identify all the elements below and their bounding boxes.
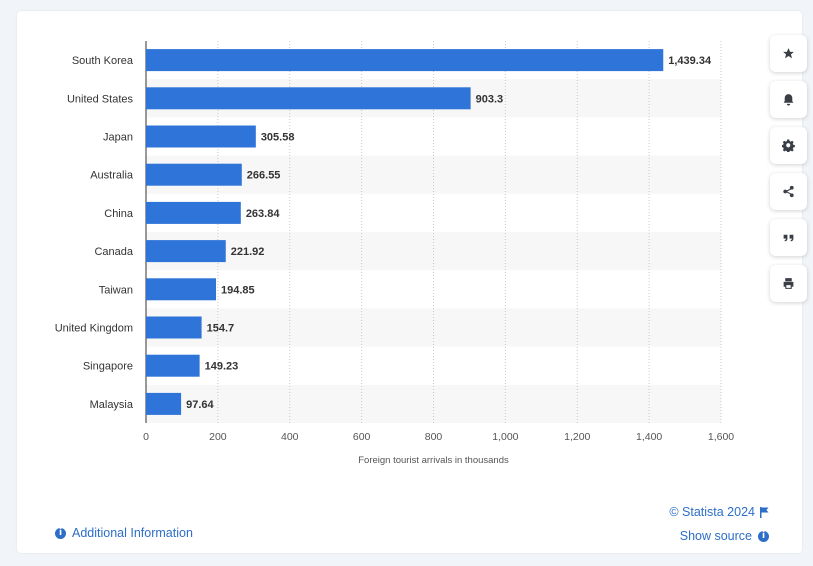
- x-tick-label: 1,400: [636, 431, 662, 443]
- notification-button[interactable]: [770, 81, 807, 118]
- value-label: 194.85: [221, 284, 255, 296]
- bar: [146, 278, 217, 301]
- quote-icon: [783, 234, 794, 242]
- category-label: Canada: [94, 246, 133, 258]
- show-source-link[interactable]: Show source i: [680, 529, 769, 543]
- x-tick-label: 800: [425, 431, 443, 443]
- bar-chart: 0 200 400 600 800 1,000 1,200 1,400 1,600 South K…: [55, 41, 734, 466]
- bar: [146, 354, 200, 377]
- category-label: United Kingdom: [55, 323, 133, 335]
- category-label: Japan: [103, 132, 133, 144]
- category-label: Taiwan: [99, 284, 133, 296]
- value-label: 221.92: [231, 246, 265, 258]
- show-source-label: Show source: [679, 529, 752, 543]
- x-tick-label: 200: [209, 431, 227, 443]
- additional-information-label: Additional Information: [72, 526, 193, 540]
- value-label: 266.55: [247, 170, 281, 182]
- credit-label: © Statista 2024: [669, 505, 755, 519]
- x-tick-label: 1,000: [492, 431, 518, 443]
- x-tick-label: 1,200: [564, 431, 590, 443]
- bar: [146, 240, 226, 263]
- flag-icon: [760, 506, 769, 518]
- row-stripe: [146, 384, 721, 423]
- value-label: 263.84: [246, 208, 281, 220]
- value-label: 1,439.34: [668, 55, 712, 67]
- category-label: Australia: [90, 170, 134, 182]
- action-sidebar: [770, 35, 807, 311]
- bar: [146, 163, 242, 186]
- bar: [146, 201, 241, 224]
- category-label: Malaysia: [90, 399, 134, 411]
- bar: [146, 49, 664, 72]
- share-button[interactable]: [770, 173, 807, 210]
- x-tick-label: 400: [281, 431, 299, 443]
- print-icon: [783, 278, 794, 289]
- bar: [146, 125, 256, 148]
- x-axis-title: Foreign tourist arrivals in thousands: [358, 455, 509, 466]
- info-icon: i: [55, 527, 66, 539]
- gear-icon: [782, 139, 795, 152]
- info-icon: i: [758, 530, 769, 542]
- bar: [146, 87, 471, 110]
- share-icon: [783, 185, 794, 198]
- value-label: 149.23: [205, 361, 239, 373]
- value-label: 305.58: [261, 132, 295, 144]
- value-label: 154.7: [207, 323, 235, 335]
- bar: [146, 392, 182, 415]
- value-label: 97.64: [186, 399, 214, 411]
- category-label: China: [104, 208, 134, 220]
- value-label: 903.3: [476, 93, 504, 105]
- x-tick-label: 600: [353, 431, 371, 443]
- category-label: Singapore: [83, 361, 133, 373]
- favorite-button[interactable]: [770, 35, 807, 72]
- bar: [146, 316, 202, 339]
- category-label: South Korea: [72, 55, 134, 67]
- chart-card: 0 200 400 600 800 1,000 1,200 1,400 1,600 South K…: [17, 11, 807, 553]
- cite-button[interactable]: [770, 219, 807, 256]
- additional-information-link[interactable]: i Additional Information: [55, 526, 193, 540]
- star-icon: [783, 48, 794, 59]
- print-button[interactable]: [770, 265, 807, 302]
- bell-icon: [783, 94, 794, 106]
- x-tick-label: 0: [143, 431, 149, 443]
- settings-button[interactable]: [770, 127, 807, 164]
- x-tick-label: 1,600: [708, 431, 734, 443]
- category-label: United States: [67, 93, 134, 105]
- statista-credit[interactable]: © Statista 2024: [669, 505, 769, 519]
